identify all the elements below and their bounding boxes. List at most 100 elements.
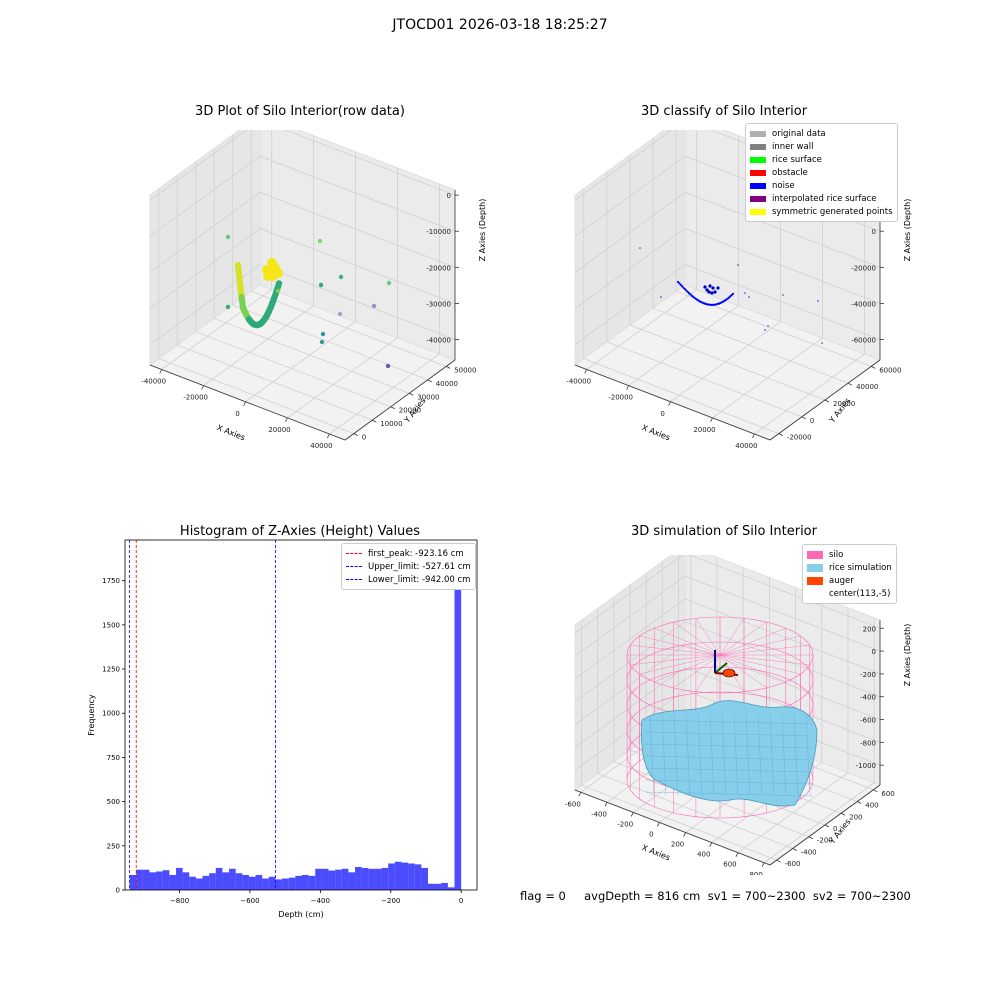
panel2-x-tick	[668, 401, 671, 406]
histogram-bar	[441, 882, 448, 890]
panel1-data-point	[275, 288, 281, 294]
figure-title: JTOCD01 2026-03-18 18:25:27	[392, 17, 608, 33]
panel1-x-tick-label: -40000	[141, 378, 166, 386]
silo-spoke	[630, 654, 721, 665]
panel2-x-tick	[626, 385, 629, 390]
histogram-bar	[222, 872, 230, 890]
panel1-z-tick-label: -40000	[426, 337, 451, 345]
panel2-x-axis-label: X Axies	[641, 423, 672, 442]
panel4-grid-x	[711, 597, 823, 843]
panel4-grid-z	[574, 575, 881, 657]
panel4-y-tick	[824, 824, 830, 828]
panel1-y-tick	[372, 419, 377, 423]
legend-label: noise	[772, 180, 795, 191]
panel2-z-axis-label: Z Axies (Depth)	[903, 199, 912, 262]
panel2-noise-point	[681, 285, 684, 288]
legend-label: inner wall	[772, 141, 814, 152]
panel1-x-tick	[285, 417, 288, 423]
histogram-bar	[341, 868, 349, 890]
silo-spoke	[695, 618, 721, 656]
panel2-noise-point	[764, 329, 766, 331]
panel4-x-tick-label: -200	[617, 820, 633, 828]
panel4-x-tick	[683, 832, 686, 837]
panel2-x-tick	[584, 369, 588, 374]
panel1-title: 3D Plot of Silo Interior(row data)	[195, 104, 405, 119]
legend-label: original data	[772, 128, 826, 139]
panel1-x-tick	[327, 433, 330, 439]
histogram-bar	[328, 870, 336, 890]
panel1-grid-x	[245, 151, 356, 403]
silo-spoke	[630, 645, 721, 656]
panel2-y-tick	[847, 382, 853, 386]
histogram-bar	[189, 876, 196, 890]
panel4-grid-y	[597, 608, 793, 849]
rice-mesh-line	[649, 714, 655, 796]
panel1-y-tick-label: 40000	[436, 380, 458, 388]
panel4-x-tick-label: -400	[591, 810, 607, 818]
panel1-grid-y	[250, 130, 447, 367]
panel2-noise-point	[744, 292, 746, 294]
legend-entry: symmetric generated points	[750, 205, 893, 218]
legend-line	[346, 553, 362, 554]
panel1-3d-scatter: -40000 -20000 0 20000 40000 0 10000 20000 30000 4…	[141, 130, 487, 450]
panel4-x-tick	[709, 842, 713, 847]
rice-mesh-line	[781, 714, 787, 796]
panel2-noise-point	[686, 290, 689, 293]
histogram-bar	[428, 883, 435, 890]
histogram-bar	[169, 874, 176, 890]
panel1-grid-z	[149, 155, 456, 237]
legend-swatch	[750, 169, 766, 176]
y-tick-label: 500	[107, 798, 120, 806]
panel4-x-tick	[657, 822, 660, 827]
silo-spoke	[719, 654, 810, 665]
panel2-point-cloud	[639, 247, 823, 344]
legend-swatch	[807, 576, 823, 585]
panel4-z-tick-label: -800	[860, 739, 876, 747]
silo-spoke	[719, 635, 801, 656]
x-tick-label: −800	[170, 897, 189, 905]
panel1-data-point	[225, 234, 231, 240]
panel2-noise-point	[711, 286, 715, 290]
histogram-bar	[268, 876, 276, 890]
panel4-x-axis-line	[574, 789, 771, 866]
panel2-x-tick-label: -40000	[566, 378, 591, 386]
panel2-noise-point	[660, 296, 662, 298]
panel4-z-tick-label: 0	[872, 648, 876, 656]
panel4-x-tick-label: -600	[565, 800, 581, 808]
panel2-x-tick-label: 40000	[735, 442, 757, 450]
panel2-noise-point	[679, 283, 682, 286]
panel1-y-tick-label: 20000	[399, 407, 421, 415]
panel2-y-tick	[778, 433, 783, 436]
silo-spoke	[719, 621, 767, 656]
rice-mesh-line	[805, 714, 811, 796]
legend-entry: noise	[750, 179, 893, 192]
panel1-y-axis-line	[344, 359, 456, 441]
legend-line	[346, 579, 362, 580]
y-tick-label: 250	[107, 842, 120, 850]
panel4-y-tick	[840, 812, 846, 816]
panel4-z-tick-label: -600	[860, 717, 876, 725]
histogram-bar	[156, 871, 163, 890]
histogram-bar	[421, 867, 428, 890]
histogram-bar	[142, 869, 150, 890]
panel2-noise-point	[707, 290, 711, 294]
panel2-noise-point	[708, 284, 712, 288]
panel4-y-tick	[776, 859, 781, 863]
histogram-bar	[275, 879, 283, 890]
histogram-bar	[149, 872, 157, 890]
panel4-x-tick-label: 200	[671, 841, 684, 849]
y-tick-label: 750	[107, 754, 120, 762]
panel2-x-tick-label: -20000	[608, 394, 633, 402]
panel1-x-tick-label: 40000	[310, 442, 332, 450]
silo-spoke	[719, 654, 786, 683]
panel2-grid-y	[629, 155, 826, 401]
legend-entry: first_peak: -923.16 cm	[346, 547, 471, 560]
panel2-x-tick	[710, 417, 713, 423]
rice-mesh-line	[644, 743, 814, 749]
panel1-data-point	[225, 304, 231, 310]
histogram-bar	[414, 864, 422, 890]
panel2-y-tick-label: 20000	[833, 400, 855, 408]
panel1-grid-y	[213, 148, 410, 394]
panel4-z-tick-label: -400	[860, 694, 876, 702]
panel2-z-tick-label: -60000	[851, 337, 876, 345]
